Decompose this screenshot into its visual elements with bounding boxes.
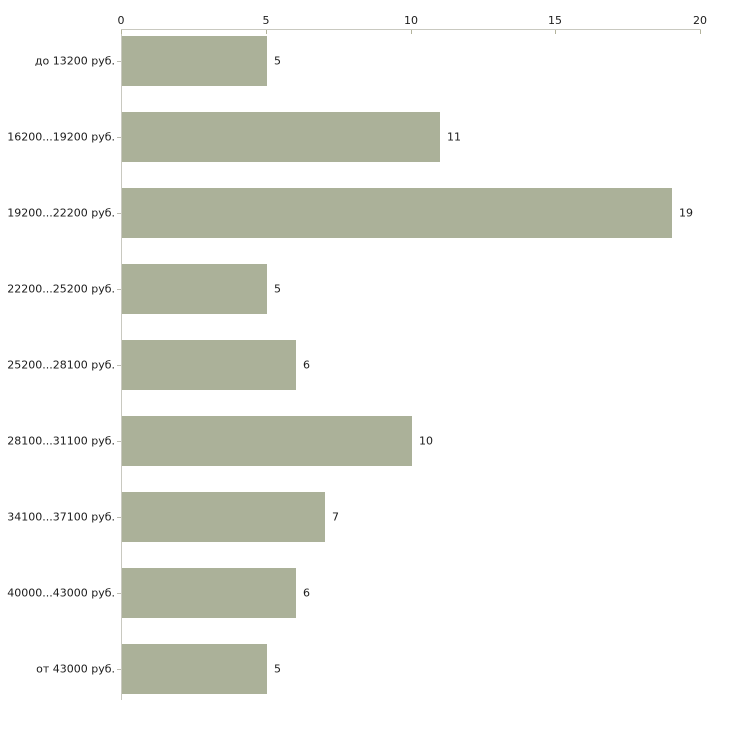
bar [122,340,296,390]
x-axis-tick [266,30,267,34]
bar [122,36,267,86]
x-axis-tick-label: 0 [117,14,125,27]
bar-value-label: 6 [303,586,310,600]
category-label: до 13200 руб. [34,54,115,68]
x-axis-tick-label: 20 [693,14,707,27]
x-axis-tick-label: 15 [548,14,562,27]
bar [122,264,267,314]
bar-value-label: 19 [679,206,693,220]
category-label: 40000...43000 руб. [7,586,115,600]
bar [122,644,267,694]
bar-value-label: 11 [447,130,461,144]
category-tick [117,669,121,670]
category-label: 34100...37100 руб. [7,510,115,524]
category-tick [117,137,121,138]
x-axis-tick [555,30,556,34]
bar-value-label: 5 [274,54,281,68]
bar [122,568,296,618]
y-axis-line [121,29,122,700]
x-axis-tick-label: 10 [404,14,418,27]
bar [122,416,412,466]
category-tick [117,593,121,594]
x-axis-tick [411,30,412,34]
category-label: 19200...22200 руб. [7,206,115,220]
bar [122,188,672,238]
x-axis-tick [121,30,122,34]
bar-value-label: 7 [332,510,339,524]
bar-value-label: 10 [419,434,433,448]
category-label: 16200...19200 руб. [7,130,115,144]
bar [122,492,325,542]
bar [122,112,440,162]
category-tick [117,213,121,214]
category-tick [117,365,121,366]
category-label: от 43000 руб. [36,662,115,676]
category-tick [117,289,121,290]
x-axis-line [121,29,701,30]
category-tick [117,61,121,62]
bar-value-label: 5 [274,662,281,676]
category-label: 25200...28100 руб. [7,358,115,372]
x-axis-tick-label: 5 [262,14,270,27]
category-tick [117,517,121,518]
bar-value-label: 6 [303,358,310,372]
category-tick [117,441,121,442]
bar-value-label: 5 [274,282,281,296]
category-label: 22200...25200 руб. [7,282,115,296]
category-label: 28100...31100 руб. [7,434,115,448]
x-axis-tick [700,30,701,34]
